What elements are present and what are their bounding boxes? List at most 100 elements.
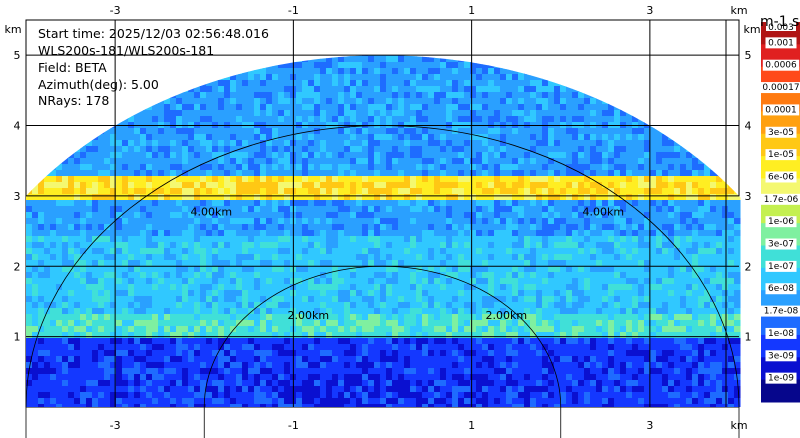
heatmap-cell (164, 164, 171, 171)
heatmap-cell (284, 236, 291, 243)
heatmap-cell (554, 128, 561, 135)
heatmap-cell (542, 86, 549, 93)
heatmap-cell (62, 224, 69, 231)
heatmap-cell (638, 170, 645, 177)
heatmap-cell (350, 86, 357, 93)
heatmap-cell (608, 242, 615, 249)
heatmap-cell (494, 146, 501, 153)
heatmap-cell (656, 218, 663, 225)
heatmap-cell (134, 266, 141, 273)
heatmap-cell (608, 260, 615, 267)
heatmap-cell (170, 146, 177, 153)
heatmap-cell (590, 128, 597, 135)
heatmap-cell (512, 266, 519, 273)
heatmap-cell (128, 140, 135, 147)
heatmap-cell (44, 242, 51, 249)
heatmap-cell (482, 74, 489, 81)
heatmap-cell (230, 224, 237, 231)
heatmap-cell (704, 164, 711, 171)
heatmap-cell (578, 116, 585, 123)
heatmap-cell (704, 218, 711, 225)
heatmap-cell (320, 164, 327, 171)
heatmap-cell (392, 248, 399, 255)
heatmap-cell (518, 212, 525, 219)
heatmap-cell (692, 236, 699, 243)
heatmap-cell (200, 182, 207, 189)
heatmap-cell (134, 170, 141, 177)
heatmap-cell (464, 68, 471, 75)
heatmap-cell (164, 260, 171, 267)
heatmap-cell (152, 242, 159, 249)
heatmap-cell (146, 194, 153, 201)
heatmap-cell (374, 200, 381, 207)
heatmap-cell (398, 254, 405, 261)
heatmap-cell (176, 242, 183, 249)
heatmap-cell (68, 254, 75, 261)
heatmap-cell (164, 110, 171, 117)
heatmap-cell (608, 140, 615, 147)
heatmap-cell (302, 266, 309, 273)
heatmap-cell (314, 170, 321, 177)
heatmap-cell (260, 146, 267, 153)
heatmap-cell (482, 68, 489, 75)
heatmap-cell (218, 80, 225, 87)
heatmap-cell (560, 170, 567, 177)
heatmap-cell (302, 176, 309, 183)
heatmap-cell (116, 140, 123, 147)
heatmap-cell (476, 248, 483, 255)
heatmap-cell (314, 158, 321, 165)
heatmap-cell (224, 242, 231, 249)
heatmap-cell (566, 116, 573, 123)
heatmap-cell (104, 254, 111, 261)
heatmap-cell (416, 134, 423, 141)
heatmap-cell (650, 248, 657, 255)
heatmap-cell (224, 218, 231, 225)
heatmap-cell (548, 224, 555, 231)
heatmap-cell (176, 266, 183, 273)
heatmap-cell (500, 80, 507, 87)
heatmap-cell (452, 140, 459, 147)
heatmap-cell (434, 236, 441, 243)
heatmap-cell (32, 212, 39, 219)
heatmap-cell (326, 92, 333, 99)
heatmap-cell (584, 128, 591, 135)
heatmap-cell (158, 254, 165, 261)
heatmap-cell (470, 248, 477, 255)
heatmap-cell (368, 212, 375, 219)
heatmap-cell (410, 176, 417, 183)
heatmap-cell (296, 146, 303, 153)
heatmap-cell (716, 236, 723, 243)
heatmap-cell (326, 212, 333, 219)
heatmap-cell (32, 206, 39, 213)
heatmap-cell (374, 248, 381, 255)
heatmap-cell (692, 254, 699, 261)
heatmap-cell (446, 140, 453, 147)
heatmap-cell (326, 260, 333, 267)
heatmap-cell (116, 188, 123, 195)
heatmap-cell (356, 260, 363, 267)
heatmap-cell (584, 146, 591, 153)
heatmap-cell (80, 188, 87, 195)
heatmap-cell (284, 146, 291, 153)
heatmap-cell (386, 230, 393, 237)
heatmap-cell (158, 128, 165, 135)
heatmap-cell (680, 206, 687, 213)
heatmap-cell (458, 194, 465, 201)
heatmap-cell (404, 260, 411, 267)
heatmap-cell (38, 236, 45, 243)
heatmap-cell (710, 242, 717, 249)
heatmap-cell (236, 74, 243, 81)
heatmap-cell (128, 212, 135, 219)
heatmap-cell (218, 200, 225, 207)
heatmap-cell (470, 164, 477, 171)
heatmap-cell (584, 200, 591, 207)
heatmap-cell (200, 110, 207, 117)
heatmap-cell (350, 134, 357, 141)
heatmap-cell (158, 110, 165, 117)
heatmap-cell (464, 224, 471, 231)
heatmap-cell (110, 254, 117, 261)
heatmap-cell (188, 254, 195, 261)
heatmap-cell (512, 176, 519, 183)
heatmap-cell (458, 212, 465, 219)
heatmap-cell (488, 194, 495, 201)
